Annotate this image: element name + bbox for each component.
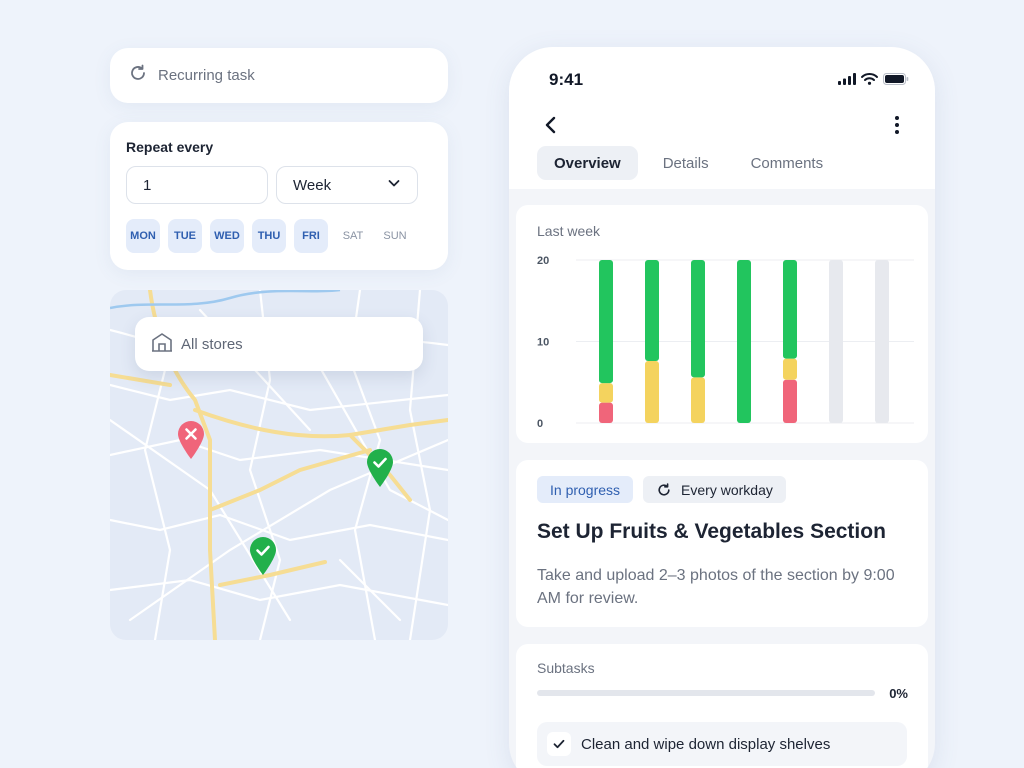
task-title: Set Up Fruits & Vegetables Section [537, 520, 886, 543]
chart-bar-segment [737, 260, 751, 423]
battery-icon [883, 72, 909, 90]
task-description: Take and upload 2–3 photos of the sectio… [537, 567, 895, 607]
recurring-icon [128, 63, 148, 88]
status-bar-icons [838, 72, 909, 90]
day-wed-toggle[interactable]: WED [210, 219, 244, 253]
chart-bar-segment [645, 260, 659, 362]
store-map[interactable]: All stores [110, 290, 448, 640]
chart-bar-segment [691, 260, 705, 378]
day-sat-toggle[interactable]: SAT [342, 230, 364, 242]
subtask-label: Clean and wipe down display shelves [581, 735, 831, 753]
repeat-settings-card: Repeat every Week MON TUE WED THU FRI SA… [110, 122, 448, 270]
chart-bar-segment [691, 377, 705, 423]
status-badge: In progress [537, 476, 634, 503]
chart-bar-segment [783, 379, 797, 423]
tab-details[interactable]: Details [662, 154, 709, 172]
wifi-icon [861, 72, 878, 90]
recurring-icon [656, 482, 672, 498]
status-bar-time: 9:41 [549, 70, 584, 89]
store-filter-label: All stores [181, 335, 243, 353]
chart-bar-segment [783, 358, 797, 380]
store-icon [151, 332, 173, 357]
tab-comments[interactable]: Comments [750, 154, 824, 172]
schedule-badge: Every workday [643, 476, 786, 503]
chart-bar-segment [599, 383, 613, 403]
chart-y-tick-label: 20 [537, 255, 549, 267]
interval-unit-value: Week [293, 176, 332, 194]
check-icon [553, 739, 565, 749]
interval-input[interactable] [126, 166, 268, 204]
signal-icon [838, 72, 856, 90]
chart-y-tick-label: 10 [537, 337, 549, 349]
chart-bar-segment [599, 260, 613, 384]
phone-frame: 9:41 Overview Details Comments Last week [509, 47, 935, 768]
phone-header: 9:41 Overview Details Comments [509, 47, 935, 189]
store-filter-field[interactable]: All stores [135, 317, 423, 371]
subtask-item[interactable]: Clean and wipe down display shelves [537, 722, 907, 766]
weekly-chart-card: Last week 0 10 20 [516, 205, 928, 443]
store-pin-completed[interactable] [248, 536, 278, 581]
repeat-title: Repeat every [126, 139, 214, 155]
schedule-label: Every workday [681, 481, 773, 498]
subtasks-card: Subtasks 0% Clean and wipe down display … [516, 644, 928, 768]
subtasks-progress-label: 0% [889, 686, 908, 701]
task-tabs: Overview Details Comments [537, 146, 840, 180]
back-arrow-icon[interactable] [539, 113, 563, 137]
tab-overview[interactable]: Overview [537, 146, 638, 180]
chart-bar-segment [645, 361, 659, 423]
interval-unit-select[interactable]: Week [276, 166, 418, 204]
store-pin-failed[interactable] [176, 420, 206, 465]
more-options-icon[interactable] [887, 113, 907, 137]
day-fri-toggle[interactable]: FRI [294, 219, 328, 253]
task-card: In progress Every workday Set Up Fruits … [516, 460, 928, 627]
store-pin-completed[interactable] [365, 448, 395, 493]
chart-bar-segment [783, 260, 797, 359]
day-tue-toggle[interactable]: TUE [168, 219, 202, 253]
day-thu-toggle[interactable]: THU [252, 219, 286, 253]
recurring-task-card[interactable]: Recurring task [110, 48, 448, 103]
chart-bar-segment [829, 260, 843, 423]
chart-y-tick-label: 0 [537, 418, 543, 430]
recurring-task-label: Recurring task [158, 67, 255, 84]
subtask-checkbox[interactable] [547, 732, 571, 756]
day-mon-toggle[interactable]: MON [126, 219, 160, 253]
chart-bar-segment [875, 260, 889, 423]
chevron-down-icon [387, 176, 401, 194]
chart-bar-segment [599, 402, 613, 423]
weekday-selector: MON TUE WED THU FRI SAT SUN [126, 219, 432, 253]
subtasks-progress-bar [537, 690, 875, 696]
day-sun-toggle[interactable]: SUN [383, 230, 407, 242]
subtasks-title: Subtasks [537, 660, 595, 676]
weekly-bar-chart: 0 10 20 [537, 255, 914, 430]
chart-title: Last week [537, 223, 601, 239]
